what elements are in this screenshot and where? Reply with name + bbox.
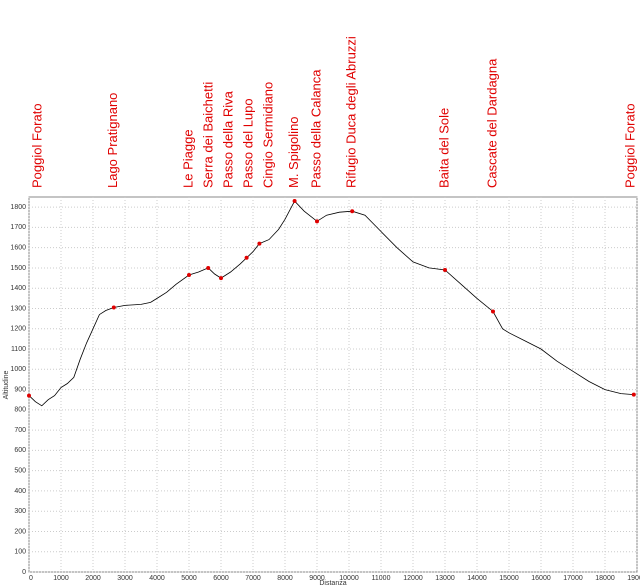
waypoint xyxy=(315,219,319,224)
waypoint xyxy=(491,309,495,314)
waypoint-label: Cascate del Dardagna xyxy=(484,58,499,188)
x-tick-label: 3000 xyxy=(117,575,133,582)
plot-frame xyxy=(28,196,638,573)
waypoint-label: M. Spigolino xyxy=(286,116,301,188)
y-tick-label: 200 xyxy=(14,528,26,535)
y-tick-label: 500 xyxy=(14,467,26,474)
profile-line xyxy=(28,200,634,407)
y-tick-label: 900 xyxy=(14,386,26,393)
y-tick-label: 800 xyxy=(14,407,26,414)
y-tick-label: 1300 xyxy=(10,305,26,312)
x-tick-label: 2000 xyxy=(85,575,101,582)
waypoint xyxy=(187,273,191,278)
x-tick-label: 1000 xyxy=(53,575,69,582)
waypoint xyxy=(111,305,116,310)
x-tick-label: 13000 xyxy=(435,575,455,582)
waypoint-label: Cingio Sermidiano xyxy=(260,82,275,188)
waypoint xyxy=(257,241,262,246)
waypoint-label: Poggiol Forato xyxy=(622,103,637,188)
y-tick-label: 1200 xyxy=(10,326,26,333)
y-tick-label: 100 xyxy=(14,549,26,556)
x-tick-label: 11000 xyxy=(372,575,391,582)
x-tick-label: 12000 xyxy=(403,575,423,582)
waypoint xyxy=(219,276,223,281)
x-tick-label: 7000 xyxy=(245,575,261,582)
y-tick-label: 1600 xyxy=(10,245,26,252)
y-tick-label: 1500 xyxy=(10,265,26,272)
waypoint-label: Passo della Calanca xyxy=(308,69,323,188)
y-tick-label: 1700 xyxy=(10,224,26,231)
x-tick-label: 0 xyxy=(29,575,33,582)
y-axis-label: Altitudine xyxy=(3,370,10,399)
waypoint xyxy=(206,265,211,270)
waypoint-label: Poggiol Forato xyxy=(29,103,44,188)
x-tick-label: 10000 xyxy=(339,575,359,582)
x-tick-label: 19000 xyxy=(627,575,640,582)
y-tick-label: 1800 xyxy=(10,204,26,211)
y-tick-label: 700 xyxy=(14,427,26,434)
x-axis-label: Distanza xyxy=(319,580,346,587)
x-tick-label: 5000 xyxy=(181,575,197,582)
x-tick-label: 8000 xyxy=(277,575,293,582)
waypoint-label: Rifugio Duca degli Abruzzi xyxy=(344,36,359,188)
x-tick-label: 4000 xyxy=(149,575,165,582)
waypoint-label: Serra dei Baichetti xyxy=(200,82,215,188)
x-tick-label: 14000 xyxy=(467,575,487,582)
y-tick-label: 300 xyxy=(14,508,26,515)
x-tick-label: 18000 xyxy=(595,575,615,582)
x-tick-label: 9000 xyxy=(309,575,325,582)
y-tick-label: 600 xyxy=(14,447,26,454)
waypoint-label: Passo del Lupo xyxy=(240,98,255,188)
waypoint-label: Baita del Sole xyxy=(436,108,451,188)
y-tick-label: 1400 xyxy=(10,285,26,292)
waypoint xyxy=(27,393,31,398)
y-tick-label: 0 xyxy=(22,569,26,576)
x-tick-label: 15000 xyxy=(499,575,519,582)
waypoint-label: Le Piagge xyxy=(180,129,195,188)
waypoint-label: Passo della Riva xyxy=(220,90,235,188)
y-tick-label: 1000 xyxy=(10,366,26,373)
x-tick-label: 17000 xyxy=(563,575,583,582)
waypoint xyxy=(244,255,249,260)
x-tick-label: 16000 xyxy=(531,575,551,582)
waypoint xyxy=(631,392,636,397)
x-tick-label: 6000 xyxy=(213,575,229,582)
y-tick-label: 1100 xyxy=(11,346,26,353)
waypoint xyxy=(292,199,297,204)
waypoint xyxy=(350,209,355,214)
waypoint xyxy=(443,267,447,272)
waypoint-label: Lago Pratignano xyxy=(105,93,120,188)
y-tick-label: 400 xyxy=(14,488,26,495)
